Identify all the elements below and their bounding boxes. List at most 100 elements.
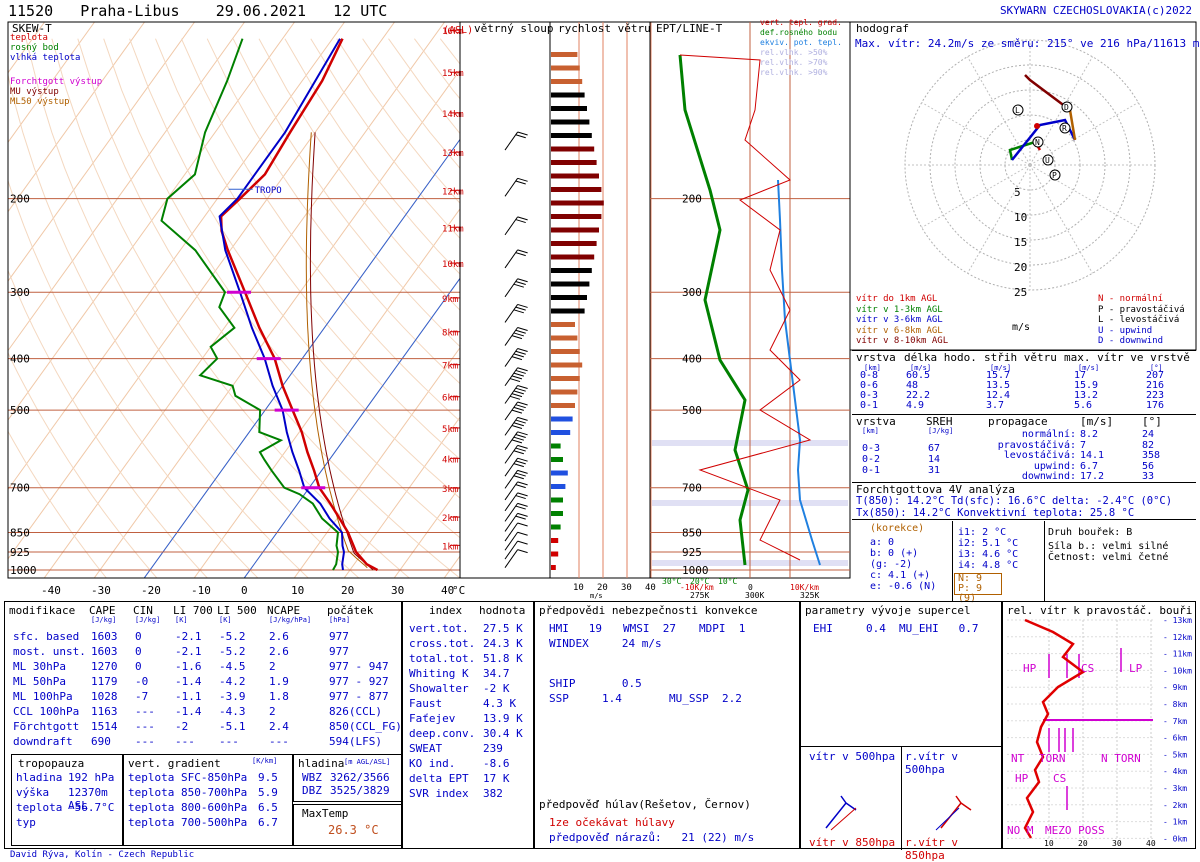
hodograph-ring-label: 25 xyxy=(1014,286,1027,299)
speed-bar xyxy=(551,349,580,354)
pressure-tick-label: 1000 xyxy=(10,564,37,577)
height-tick-label: 5km xyxy=(442,425,458,435)
wind-barb-flag xyxy=(511,409,523,414)
skewt-legend-item: vlhká teplota xyxy=(10,53,81,63)
forchtgott-p: P: 9 (9) xyxy=(958,583,983,604)
hodograph-ring-label: 5 xyxy=(1014,186,1021,199)
mod-table-cell: -5.1 xyxy=(219,720,246,733)
wind-column-frame xyxy=(459,21,551,579)
sounding-time: 12 UTC xyxy=(333,2,388,20)
temperature-tick-label: 0 xyxy=(241,584,248,597)
index-name: SWEAT xyxy=(409,742,443,755)
relwind-km-label: - 13km xyxy=(1163,616,1192,625)
wind-barb-flag xyxy=(513,332,524,337)
mod-table-unit: [J/kg/hPa] xyxy=(269,616,312,624)
wind-barb-flag xyxy=(517,278,528,283)
supercell-title: parametry vývoje supercel xyxy=(805,604,971,617)
speed-bar xyxy=(551,443,561,449)
relwind-km-label: - 11km xyxy=(1163,650,1192,659)
wind-barb xyxy=(504,304,519,323)
wind-barb-flag xyxy=(517,327,528,331)
forchtgott-coef: (g: -2) xyxy=(870,559,913,570)
wind-barb-flag xyxy=(517,249,528,254)
mod-table-header: modifikace xyxy=(9,604,76,617)
mod-table-cell: ML 30hPa xyxy=(13,660,66,673)
forecast-title: předpovědi nebezpečnosti konvekce xyxy=(539,604,758,617)
hodograph-marker-item: P - pravostáčivá xyxy=(1098,304,1185,315)
height-tick-label: 9km xyxy=(442,295,458,305)
dry-adiabat-line xyxy=(206,38,460,385)
mod-table-cell: -1.6 xyxy=(175,660,202,673)
tropopause-label: hladina xyxy=(16,771,63,784)
ept-bottom-label: 10°C xyxy=(718,577,737,586)
mod-table-cell: --- xyxy=(135,705,155,718)
mod-table-cell: 2.6 xyxy=(269,645,289,658)
isotherm-line xyxy=(93,69,460,578)
mod-table-cell: 1179 xyxy=(91,675,118,688)
mod-table-cell: sfc. based xyxy=(13,630,80,643)
wind-barb xyxy=(504,216,519,236)
propagation-label: normální: xyxy=(1021,429,1076,440)
relwind-km-label: - 12km xyxy=(1163,633,1192,642)
skewt-title: SKEW-T xyxy=(12,22,52,35)
gradient-label: teplota 700-500hPa xyxy=(128,816,248,829)
mod-table-cell: 594(LFS) xyxy=(329,735,382,748)
speed-bar xyxy=(551,160,597,165)
mod-table-cell: --- xyxy=(135,735,155,748)
index-value: 27.5 K xyxy=(483,622,523,635)
forchtgott-coef: b: 0 (+) xyxy=(870,548,919,559)
speed-unit: m/s xyxy=(590,592,603,600)
index-value: -8.6 xyxy=(483,757,510,770)
speed-tick-label: 30 xyxy=(621,583,632,593)
relwind-x-label: 20 xyxy=(1078,839,1088,848)
height-tick-label: 4km xyxy=(442,455,458,465)
tropopause-label: TROPO xyxy=(255,186,282,196)
hodograph-layer-item: vítr v 8-10km AGL xyxy=(856,336,949,346)
mod-table-cell: Fõrchtgott xyxy=(13,720,80,733)
wind-barb xyxy=(504,278,519,298)
ept-title: EPT/LINE-T xyxy=(656,22,723,35)
wind850-label: vítr v 850hpa xyxy=(809,836,896,849)
wind-barb-flag xyxy=(517,540,528,545)
level-value: 3262/3566 xyxy=(330,771,390,784)
storm-motion-marker-label: R xyxy=(1062,124,1067,133)
wind-barb-flag xyxy=(517,502,528,507)
forchtgott-index: i4: 4.8 °C xyxy=(958,560,1019,571)
level-value: 3525/3829 xyxy=(330,784,390,797)
mod-table-cell: -4.3 xyxy=(219,705,246,718)
gust-line: předpověď nárazů: 21 (22) m/s xyxy=(549,831,755,844)
wind-barb-flag xyxy=(513,450,524,455)
temperature-tick-label: -40 xyxy=(41,584,61,597)
wind-barb xyxy=(504,445,519,464)
height-tick-label: 1km xyxy=(442,542,458,552)
mod-table-cell: -2.1 xyxy=(175,630,202,643)
station-id: 11520 xyxy=(8,2,54,20)
hodo-table-header: vrstva xyxy=(856,351,896,364)
hodo-table-cell: 216 xyxy=(1146,380,1165,391)
propagation-label: pravostáčivá: xyxy=(997,439,1076,451)
mod-table-header: počátek xyxy=(327,604,374,617)
forchtgott-line1: T(850): 14.2°C Td(sfc): 16.6°C delta: -2… xyxy=(856,495,1173,507)
propagation-label: levostáčivá: xyxy=(1003,450,1076,461)
sreh-header: propagace xyxy=(988,415,1048,428)
pressure-tick-label: 200 xyxy=(10,193,30,206)
mu-ehi-value: MU_EHI 0.7 xyxy=(899,622,979,635)
mod-table-header: CIN xyxy=(133,604,153,617)
mod-table-cell: 977 - 947 xyxy=(329,660,389,673)
propagation-speed: 14.1 xyxy=(1080,450,1105,461)
wind-barb-flag xyxy=(513,406,524,411)
speed-bar xyxy=(551,146,595,152)
storm-motion-marker xyxy=(1012,104,1024,116)
wind-barb-flag xyxy=(515,495,526,500)
speed-bar xyxy=(551,470,568,476)
wind-barb xyxy=(504,178,519,197)
storm-type: Druh bouřek: B xyxy=(1048,527,1133,538)
storm-motion-marker xyxy=(1049,169,1061,181)
wind-barb xyxy=(504,470,519,489)
speed-bar xyxy=(551,133,592,138)
speed-bar xyxy=(551,308,585,314)
height-tick-label: 15km xyxy=(442,69,464,79)
mod-table-cell: --- xyxy=(269,735,289,748)
header-title: 11520 Praha-Libus 29.06.2021 12 UTC xyxy=(8,0,387,22)
